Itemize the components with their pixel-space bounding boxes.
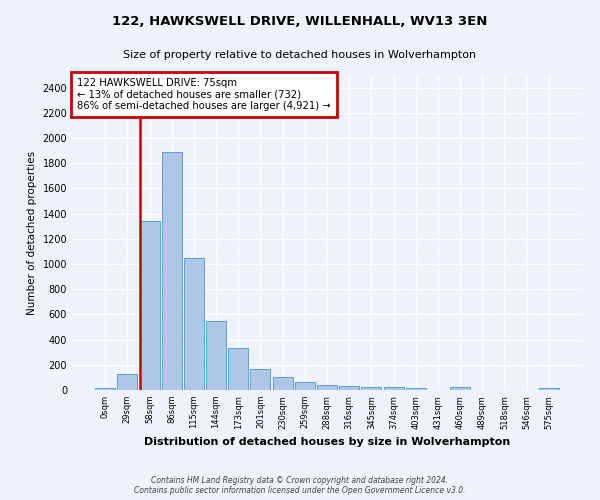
Text: 122, HAWKSWELL DRIVE, WILLENHALL, WV13 3EN: 122, HAWKSWELL DRIVE, WILLENHALL, WV13 3… [112,15,488,28]
Bar [118,374,137,390]
Text: Size of property relative to detached houses in Wolverhampton: Size of property relative to detached ho… [124,50,476,60]
Bar [295,382,315,390]
Bar [539,388,559,390]
Bar [228,348,248,390]
Text: Contains HM Land Registry data © Crown copyright and database right 2024.
Contai: Contains HM Land Registry data © Crown c… [134,476,466,495]
Bar [250,369,271,390]
Bar [406,388,426,390]
Bar [206,322,226,390]
Bar [95,388,115,390]
Bar [272,377,293,390]
Bar [184,258,204,390]
Bar [450,387,470,390]
Text: 122 HAWKSWELL DRIVE: 75sqm
← 13% of detached houses are smaller (732)
86% of sem: 122 HAWKSWELL DRIVE: 75sqm ← 13% of deta… [77,78,331,112]
Y-axis label: Number of detached properties: Number of detached properties [27,150,37,314]
Bar [162,152,182,390]
Bar [140,220,160,390]
Bar [383,388,404,390]
X-axis label: Distribution of detached houses by size in Wolverhampton: Distribution of detached houses by size … [144,437,510,447]
Bar [361,387,382,390]
Bar [339,386,359,390]
Bar [317,385,337,390]
